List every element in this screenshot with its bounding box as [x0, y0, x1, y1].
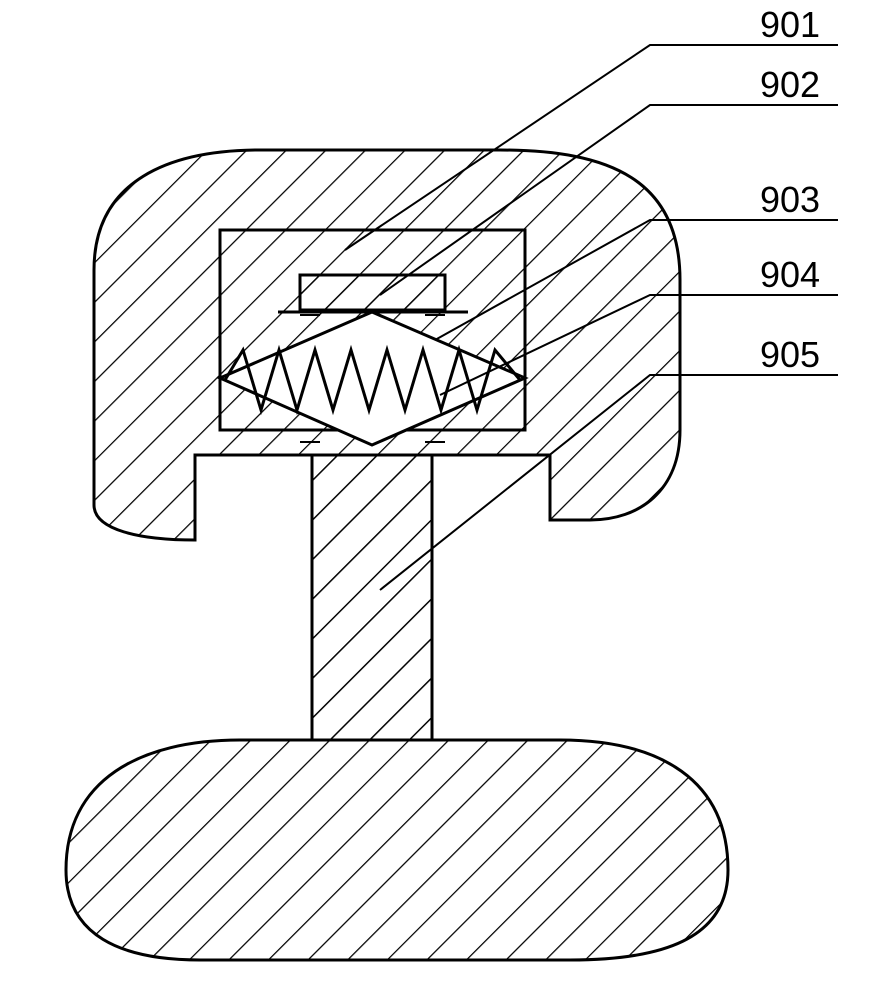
- labels: 901 902 903 904 905: [760, 4, 820, 375]
- label-901: 901: [760, 4, 820, 45]
- cross-section-diagram: 901 902 903 904 905: [0, 0, 891, 1000]
- label-903: 903: [760, 179, 820, 220]
- label-905: 905: [760, 334, 820, 375]
- label-904: 904: [760, 254, 820, 295]
- label-902: 902: [760, 64, 820, 105]
